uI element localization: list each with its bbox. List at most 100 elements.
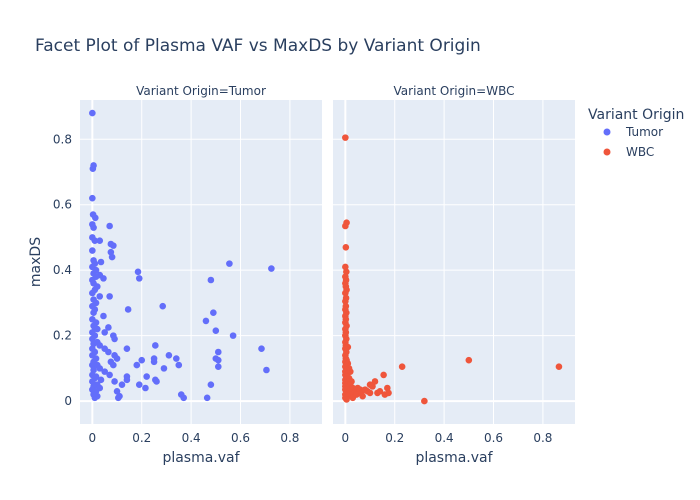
data-point-wbc[interactable] (555, 363, 563, 371)
data-point-tumor[interactable] (106, 222, 113, 230)
data-point-tumor[interactable] (207, 381, 215, 389)
chart-title: Facet Plot of Plasma VAF vs MaxDS by Var… (35, 36, 481, 56)
data-point-tumor[interactable] (210, 309, 217, 317)
data-point-tumor[interactable] (123, 376, 131, 384)
data-point-tumor[interactable] (105, 348, 112, 356)
data-point-tumor[interactable] (92, 214, 99, 222)
y-tick-label: 0.2 (53, 329, 72, 343)
data-point-tumor[interactable] (101, 329, 108, 336)
plot-background (333, 100, 575, 424)
facet-label-wbc: Variant Origin=WBC (394, 84, 515, 98)
data-point-tumor[interactable] (90, 309, 97, 317)
data-point-tumor[interactable] (100, 275, 107, 282)
x-tick-label: 0.8 (533, 431, 552, 445)
data-point-tumor[interactable] (153, 378, 160, 385)
data-point-wbc[interactable] (376, 387, 384, 395)
plot-background (80, 100, 322, 424)
data-point-wbc[interactable] (342, 263, 349, 271)
data-point-wbc[interactable] (369, 383, 376, 390)
data-point-wbc[interactable] (342, 222, 349, 230)
data-point-tumor[interactable] (214, 348, 222, 356)
data-point-wbc[interactable] (385, 389, 392, 397)
data-point-wbc[interactable] (342, 297, 349, 305)
data-point-tumor[interactable] (89, 109, 96, 117)
legend-item-wbc[interactable]: WBC (603, 145, 655, 159)
data-point-wbc[interactable] (366, 389, 374, 397)
data-point-tumor[interactable] (111, 378, 118, 385)
data-point-tumor[interactable] (135, 275, 143, 282)
data-point-tumor[interactable] (114, 394, 122, 402)
data-point-tumor[interactable] (214, 363, 222, 371)
data-point-tumor[interactable] (108, 253, 116, 261)
data-point-tumor[interactable] (180, 394, 188, 402)
data-point-tumor[interactable] (93, 325, 101, 333)
x-tick-label: 0.8 (280, 431, 299, 445)
data-point-tumor[interactable] (150, 358, 158, 366)
data-point-tumor[interactable] (90, 224, 97, 231)
data-point-tumor[interactable] (258, 345, 265, 353)
data-point-tumor[interactable] (97, 376, 105, 384)
data-point-tumor[interactable] (110, 242, 117, 249)
data-point-tumor[interactable] (96, 293, 104, 300)
data-point-wbc[interactable] (343, 268, 350, 276)
data-point-tumor[interactable] (142, 384, 149, 392)
data-point-tumor[interactable] (118, 381, 126, 389)
data-point-tumor[interactable] (138, 356, 146, 364)
data-point-tumor[interactable] (113, 355, 121, 362)
data-point-tumor[interactable] (202, 317, 210, 325)
data-point-tumor[interactable] (203, 394, 211, 402)
data-point-wbc[interactable] (342, 134, 349, 141)
data-point-tumor[interactable] (89, 165, 97, 173)
data-point-tumor[interactable] (226, 260, 233, 267)
data-point-tumor[interactable] (124, 306, 132, 313)
data-point-tumor[interactable] (111, 335, 118, 343)
data-point-tumor[interactable] (106, 293, 113, 300)
data-point-tumor[interactable] (113, 387, 121, 395)
x-axis-label-tumor: plasma.vaf (162, 450, 240, 466)
data-point-tumor[interactable] (97, 258, 105, 266)
data-point-tumor[interactable] (263, 366, 270, 374)
data-point-wbc[interactable] (398, 363, 406, 371)
data-point-tumor[interactable] (100, 312, 107, 320)
data-point-tumor[interactable] (101, 368, 108, 375)
data-point-tumor[interactable] (175, 361, 183, 369)
data-point-tumor[interactable] (229, 332, 237, 339)
data-point-tumor[interactable] (91, 394, 99, 402)
data-point-tumor[interactable] (89, 194, 96, 202)
data-point-tumor[interactable] (165, 351, 173, 359)
data-point-tumor[interactable] (212, 327, 220, 335)
data-point-tumor[interactable] (110, 361, 117, 369)
data-point-tumor[interactable] (105, 324, 112, 331)
data-point-wbc[interactable] (342, 289, 349, 297)
data-point-tumor[interactable] (160, 365, 168, 372)
data-point-tumor[interactable] (106, 371, 113, 379)
data-point-tumor[interactable] (268, 265, 275, 272)
data-point-tumor[interactable] (134, 268, 142, 276)
data-point-tumor[interactable] (207, 276, 215, 284)
data-point-wbc[interactable] (359, 392, 366, 400)
data-point-tumor[interactable] (89, 289, 96, 297)
data-point-tumor[interactable] (133, 361, 141, 369)
data-point-wbc[interactable] (380, 371, 387, 379)
data-point-tumor[interactable] (159, 302, 167, 310)
data-point-tumor[interactable] (143, 373, 150, 380)
data-point-tumor[interactable] (173, 355, 180, 362)
data-point-wbc[interactable] (421, 397, 428, 405)
data-point-tumor[interactable] (152, 342, 159, 349)
data-point-wbc[interactable] (371, 378, 379, 385)
data-point-wbc[interactable] (465, 356, 473, 364)
data-point-tumor[interactable] (96, 237, 104, 245)
data-point-wbc[interactable] (343, 396, 350, 403)
x-tick-label: 0.4 (182, 431, 201, 445)
data-point-tumor[interactable] (96, 342, 104, 349)
data-point-tumor[interactable] (135, 381, 143, 389)
data-point-tumor[interactable] (89, 247, 96, 254)
legend-item-tumor[interactable]: Tumor (603, 125, 664, 139)
data-point-wbc[interactable] (342, 243, 350, 251)
data-point-tumor[interactable] (214, 356, 222, 364)
data-point-tumor[interactable] (91, 237, 99, 245)
x-tick-label: 0.6 (231, 431, 250, 445)
data-point-tumor[interactable] (123, 345, 131, 353)
data-point-tumor[interactable] (96, 365, 104, 372)
